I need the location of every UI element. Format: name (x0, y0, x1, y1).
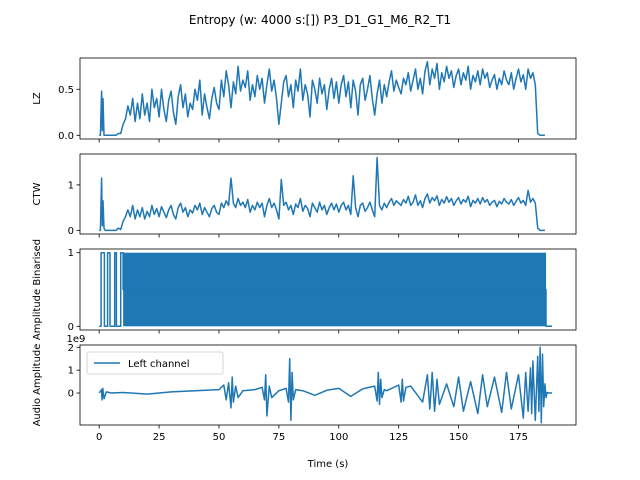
audio-y-tick-label: 2 (68, 343, 74, 354)
chart-title: Entropy (w: 4000 s:[]) P3_D1_G1_M6_R2_T1 (189, 13, 451, 27)
panel-ctw: 0 1 CTW (32, 153, 577, 238)
lz-y-axis-label: LZ (32, 92, 43, 105)
x-tick-label: 125 (389, 432, 408, 443)
panel-audio: 0 1 2 0 25 50 75 100 125 150 175 Audio Amplitude 1e9… (32, 334, 577, 443)
panel-binarised: 0 1 Amplitude Binarised (32, 239, 577, 340)
audio-y-tick-label: 1 (68, 366, 74, 377)
x-axis-label: Time (s) (307, 459, 349, 470)
panel-lz: 0.0 0.5 LZ (32, 57, 577, 143)
lz-y-tick-label: 0.5 (58, 85, 74, 96)
ctw-series-line (99, 156, 545, 232)
binarised-series-line (99, 251, 552, 328)
lz-series-line (99, 60, 545, 137)
x-tick-label: 75 (273, 432, 286, 443)
lz-axes-frame (79, 57, 577, 140)
binarised-y-tick-label: 0 (68, 322, 74, 333)
legend-box (86, 351, 224, 375)
audio-offset-text: 1e9 (67, 334, 86, 345)
binarised-axes-frame (79, 248, 577, 331)
binarised-y-axis-label: Amplitude Binarised (32, 239, 43, 340)
x-tick-label: 100 (329, 432, 348, 443)
audio-axes-frame (79, 344, 577, 426)
x-tick-label: 0 (96, 432, 102, 443)
x-tick-label: 175 (509, 432, 528, 443)
audio-series-line (98, 346, 552, 424)
ctw-axes-frame (79, 153, 577, 235)
x-tick-label: 150 (449, 432, 468, 443)
lz-y-tick-label: 0.0 (58, 131, 74, 142)
binarised-y-tick-label: 1 (68, 248, 74, 259)
ctw-y-tick-label: 1 (68, 180, 74, 191)
audio-y-tick-label: 0 (68, 389, 74, 400)
legend-entry: Left channel (128, 359, 190, 370)
x-tick-label: 25 (153, 432, 166, 443)
x-tick-label: 50 (213, 432, 226, 443)
audio-legend: Left channel (86, 351, 224, 375)
ctw-y-tick-label: 0 (68, 226, 74, 237)
audio-y-axis-label: Audio Amplitude (32, 344, 43, 427)
ctw-y-axis-label: CTW (32, 182, 43, 205)
